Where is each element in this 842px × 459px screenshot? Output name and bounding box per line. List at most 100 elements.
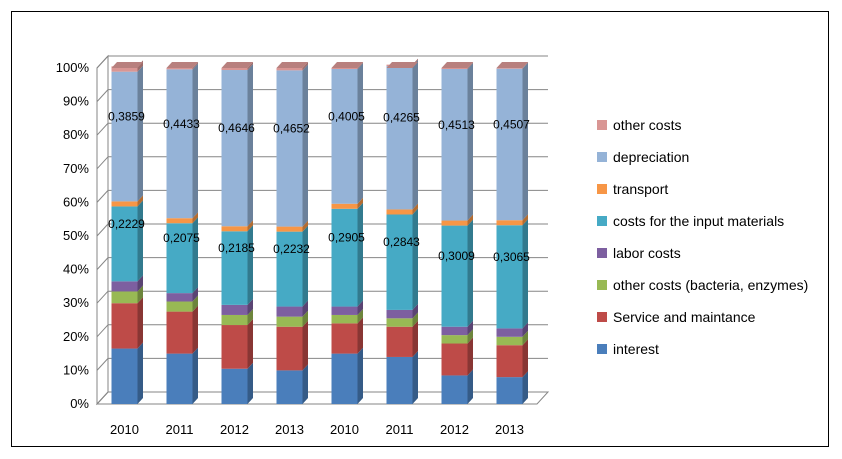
bar-segment-side (522, 330, 528, 346)
y-axis: 0% 10% 20% 30% 40% 50% 60% 70% 80% 90% 100% (56, 60, 98, 411)
bar-segment (386, 309, 413, 319)
data-label: 0,3065 (493, 250, 530, 264)
bar-segment-side (137, 342, 143, 404)
bar-segment (331, 203, 358, 209)
gridline-side (96, 358, 109, 371)
bar-segment (111, 71, 138, 202)
y-tick-label: 60% (63, 194, 89, 209)
bar-segment (441, 69, 468, 221)
bar-segment-side (247, 298, 253, 315)
bar-segment-side (357, 347, 363, 404)
gridline-side (96, 290, 109, 304)
bar-segment (386, 65, 413, 210)
legend-label: depreciation (613, 149, 689, 165)
bar-segment (386, 356, 413, 404)
bar-top (166, 62, 198, 68)
bar-segment-side (467, 214, 473, 226)
bar-segment (331, 68, 358, 70)
bar-segment-side (412, 350, 418, 404)
bar-segment-side (192, 217, 198, 294)
bar-segment-side (357, 202, 363, 307)
x-tick-label: 2010 (330, 422, 359, 437)
y-tick-label: 20% (63, 329, 89, 344)
bar-segment-side (192, 62, 198, 70)
bar-segment (331, 314, 358, 324)
x-tick-label: 2010 (110, 422, 139, 437)
bar-segment-side (467, 219, 473, 327)
bar-segment-side (247, 64, 253, 227)
bar-segment (111, 303, 138, 349)
data-label: 0,2075 (163, 231, 200, 245)
bar-top (221, 62, 253, 68)
bar-segment (166, 223, 193, 294)
bar-segment (111, 201, 138, 207)
data-labels: 0,2229 0,2075 0,2185 0,2232 0,2905 0,2843 0,30… (108, 109, 530, 263)
bar-segment (496, 336, 523, 346)
bar-segment-side (192, 63, 198, 219)
bar-segment-side (137, 285, 143, 304)
bar-top (441, 62, 473, 68)
x-tick-label: 2013 (275, 422, 304, 437)
bar-segment (221, 368, 248, 404)
bar-top (386, 62, 418, 68)
bar-segment-side (357, 197, 363, 209)
bar-segment-side (522, 214, 528, 226)
bar-segment (166, 69, 193, 219)
bar-segment-side (522, 371, 528, 404)
bar-segment (276, 226, 303, 232)
bar-segment-side (247, 225, 253, 305)
bar-segment (441, 68, 468, 70)
bar-segment (496, 377, 523, 404)
y-tick-label: 70% (63, 161, 89, 176)
legend-label: other costs (613, 117, 681, 133)
bar-segment-side (247, 308, 253, 326)
legend-label: interest (613, 341, 659, 357)
legend-label: other costs (bacteria, enzymes) (613, 277, 808, 293)
legend-label: Service and maintance (613, 309, 756, 325)
bar-segment (386, 318, 413, 327)
x-tick-label: 2012 (440, 422, 469, 437)
bar-segment-side (412, 320, 418, 357)
data-label: 0,4005 (328, 109, 365, 123)
data-label: 0,4513 (438, 118, 475, 132)
y-tick-label: 10% (63, 362, 89, 377)
bar-top (111, 62, 143, 68)
gridline-side (96, 324, 109, 338)
legend-swatch (597, 280, 607, 290)
bar-segment-side (137, 297, 143, 349)
bar-segment-side (192, 347, 198, 404)
bar-segment-side (247, 362, 253, 404)
x-tick-label: 2013 (495, 422, 524, 437)
gridline-side (96, 223, 109, 237)
bar-segment-side (412, 203, 418, 215)
bar-segment-side (412, 208, 418, 310)
legend-swatch (597, 312, 607, 322)
bar-segment-side (192, 295, 198, 312)
bar-segment-side (137, 195, 143, 207)
bar-segment (441, 343, 468, 376)
bar-segment (331, 353, 358, 404)
y-tick-label: 80% (63, 127, 89, 142)
bar-segment (441, 225, 468, 327)
bar-segment-side (302, 225, 308, 307)
bar-segment (331, 323, 358, 354)
bar-segment-side (192, 212, 198, 224)
bar-segment (166, 353, 193, 404)
bar-segment (166, 301, 193, 312)
gridline-side (96, 89, 109, 102)
bar-segment (111, 206, 138, 282)
gridline-side (96, 55, 109, 69)
bar-segment-side (522, 339, 528, 378)
gridline-side (96, 122, 109, 136)
data-label: 0,4433 (163, 117, 200, 131)
bar-segment (496, 68, 523, 69)
bar-segment-side (412, 303, 418, 319)
legend-label: transport (613, 181, 668, 197)
data-label: 0,2232 (273, 242, 310, 256)
bar-segment-side (522, 62, 528, 69)
bar-segment-side (247, 62, 253, 71)
bar-segment (221, 325, 248, 369)
bar-segment-side (522, 322, 528, 337)
bar-segment (111, 66, 138, 72)
bar-segment-side (522, 62, 528, 221)
